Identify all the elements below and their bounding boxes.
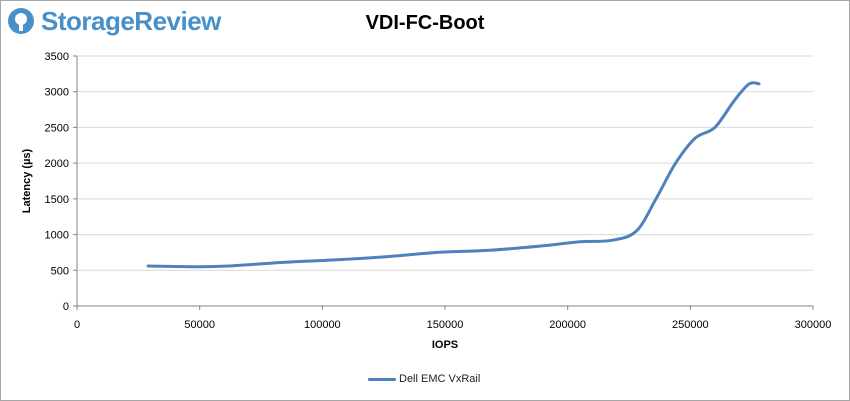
- series-line-dell-emc-vxrail: [146, 81, 761, 269]
- legend-swatch: [368, 377, 396, 381]
- storagereview-logo-icon: [8, 8, 34, 34]
- brand-logo: StorageReview: [6, 5, 221, 37]
- series-lines: [146, 81, 761, 269]
- x-tick-label: 300000: [795, 319, 832, 331]
- y-tick-label: 1000: [45, 230, 69, 242]
- y-tick-label: 500: [51, 265, 69, 277]
- y-axis-title: Latency (µs): [21, 148, 33, 213]
- x-tick-label: 50000: [184, 319, 215, 331]
- x-tick-label: 250000: [672, 319, 709, 331]
- legend: Dell EMC VxRail: [368, 373, 480, 385]
- x-tick-labels: 0 50000 100000 150000 200000 250000 300000: [74, 319, 831, 331]
- x-tick-label: 150000: [427, 319, 464, 331]
- x-tick-label: 200000: [549, 319, 586, 331]
- y-tick-label: 0: [63, 301, 69, 313]
- y-tick-label: 3000: [45, 87, 69, 99]
- y-tick-label: 1500: [45, 194, 69, 206]
- gridlines: [77, 55, 813, 271]
- y-tick-label: 2500: [45, 122, 69, 134]
- chart-title: VDI-FC-Boot: [365, 12, 485, 34]
- x-tick-label: 100000: [304, 319, 341, 331]
- y-tick-label: 2000: [45, 158, 69, 170]
- y-tick-labels: 0 500 1000 1500 2000 2500 3000 3500: [45, 51, 69, 313]
- brand-name: StorageReview: [41, 5, 221, 36]
- axes: [73, 55, 814, 310]
- x-axis-title: IOPS: [432, 339, 458, 351]
- legend-label: Dell EMC VxRail: [399, 373, 481, 385]
- x-tick-label: 0: [74, 319, 80, 331]
- y-tick-label: 3500: [45, 51, 69, 63]
